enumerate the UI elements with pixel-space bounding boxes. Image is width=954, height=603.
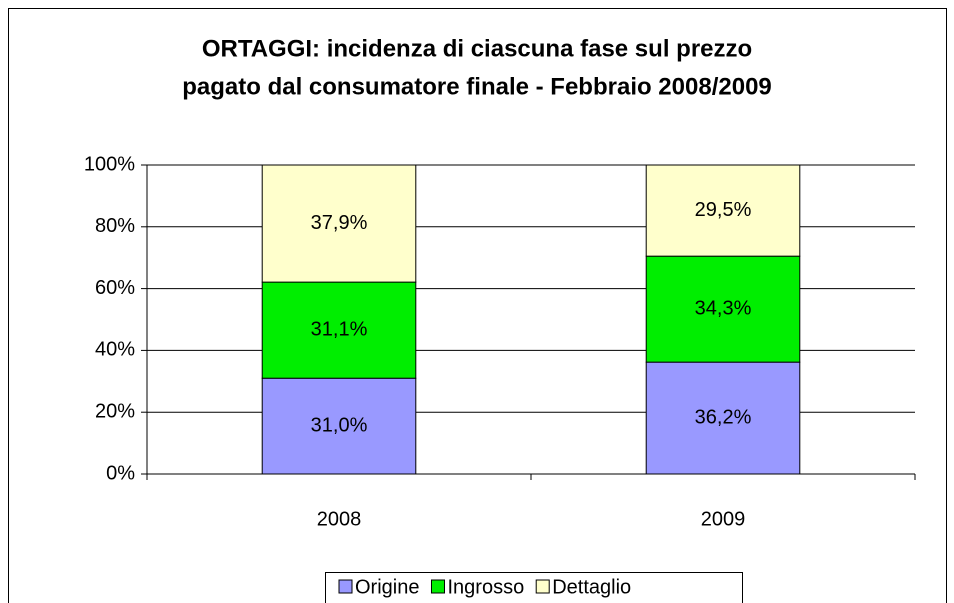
y-tick-label: 100% (84, 153, 135, 175)
y-tick-label: 80% (95, 215, 135, 237)
bar-segment (261, 164, 417, 283)
chart-title: pagato dal consumatore finale - Febbraio… (182, 73, 772, 100)
data-label: 31,0% (311, 414, 368, 436)
legend-label: Origine (355, 576, 419, 598)
bar-segment (261, 377, 417, 475)
y-tick-label: 60% (95, 277, 135, 299)
legend (325, 572, 743, 603)
chart-title: ORTAGGI: incidenza di ciascuna fase sul … (202, 35, 752, 62)
data-label: 34,3% (695, 297, 752, 319)
legend-swatch (535, 579, 550, 594)
data-label: 31,1% (311, 318, 368, 340)
bar-segment (645, 164, 801, 257)
legend-label: Ingrosso (447, 576, 524, 598)
legend-label: Dettaglio (552, 576, 631, 598)
x-tick-label: 2008 (317, 508, 362, 530)
data-label: 36,2% (695, 406, 752, 428)
data-label: 37,9% (311, 212, 368, 234)
y-tick-label: 20% (95, 400, 135, 422)
bar-segment (645, 255, 801, 363)
legend-swatch (430, 579, 445, 594)
x-tick-label: 2009 (701, 508, 746, 530)
y-tick-label: 40% (95, 339, 135, 361)
y-tick-label: 0% (106, 462, 135, 484)
data-label: 29,5% (695, 199, 752, 221)
legend-swatch (338, 579, 353, 594)
bar-segment (645, 361, 801, 475)
bar-segment (261, 281, 417, 379)
